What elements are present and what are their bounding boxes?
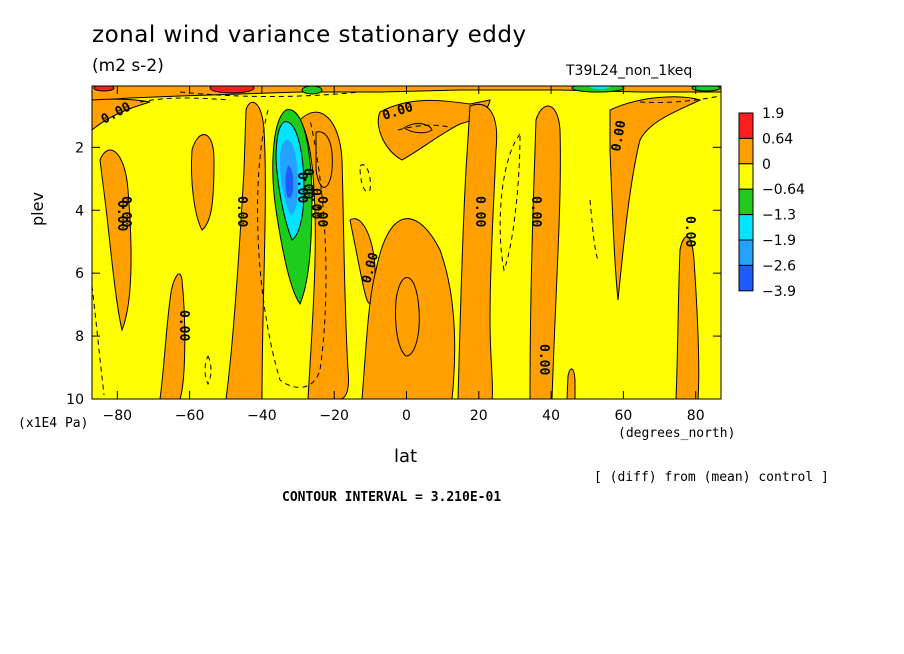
positive-region-lat-62 [159, 273, 186, 399]
x-tick-label: −80 [103, 408, 133, 424]
colorbar-swatch [738, 239, 754, 266]
colorbar-label: 0.64 [762, 131, 793, 147]
colorbar-swatch [738, 264, 754, 292]
y-tick-label: 2 [75, 140, 84, 156]
negative-core [272, 109, 313, 306]
contour-label-4: 0.00 [234, 196, 249, 227]
positive-region-sw-wedge [92, 98, 151, 131]
chart-title: zonal wind variance stationary eddy [92, 22, 527, 48]
run-label: T39L24_non_1keq [566, 63, 693, 79]
inner-positive-contours [395, 123, 433, 357]
contour-label-13: 0.00 [682, 216, 697, 247]
positive-region-lat-25 [299, 111, 349, 399]
contour-label-2: 0.00 [114, 200, 129, 231]
contour-label-9: 0.00 [472, 196, 487, 227]
negative-contours [92, 91, 721, 396]
inner-contour-lat-0 [395, 277, 420, 357]
contour-label-5: 0.00 [294, 172, 309, 203]
contour-label-3: 0.00 [176, 310, 191, 341]
colorbar: 1.9 0.64 0 −0.64 −1.3 −1.9 −2.6 −3.9 [738, 106, 805, 300]
colorbar-swatch [738, 214, 754, 241]
x-tick-label: 60 [614, 408, 632, 424]
colorbar-label: −1.3 [762, 208, 796, 224]
x-axis-units: (degrees_north) [618, 426, 736, 441]
positive-region-lat-38 [529, 105, 561, 399]
contour-label-15: 0.00 [300, 168, 315, 199]
dashed-contour-lat-65-lower [204, 355, 212, 386]
x-tick-label: −40 [247, 408, 277, 424]
contour-label-12: 0.00 [609, 119, 629, 153]
diff-note: [ (diff) from (mean) control ] [594, 470, 829, 485]
plot-area: 0.00 0.00 0.00 0.00 0.00 0.00 0.00 0.00 … [92, 86, 721, 399]
red-max-south-small [93, 86, 115, 92]
dashed-contour-lat-50 [359, 164, 371, 193]
surface-maxima [93, 86, 721, 95]
colorbar-label: 0 [762, 157, 771, 173]
colorbar-swatch [738, 188, 754, 216]
positive-region-lat-0 [361, 218, 456, 399]
colorbar-label: −0.64 [762, 182, 805, 198]
x-tick-label: 20 [470, 408, 488, 424]
positive-region-lat-45 [225, 101, 266, 399]
positive-region-lat-80 [99, 149, 132, 332]
green-min-surface-1 [301, 86, 323, 95]
dashed-contour-west [92, 285, 105, 396]
contour-interval: CONTOUR INTERVAL = 3.210E-01 [282, 490, 502, 505]
colorbar-swatch [738, 137, 754, 165]
dashed-contour-south-upper [139, 97, 231, 103]
negative-core-deep [285, 166, 294, 198]
x-tick-label: 0 [402, 408, 411, 424]
dashed-contour-lat-60 [589, 199, 599, 261]
dashed-contour-lat-25 [499, 133, 521, 272]
contour-label-11: 0.00 [536, 344, 551, 375]
contour-label-14: 0.00 [314, 196, 329, 227]
cyan-min-surface [590, 86, 610, 89]
red-max-south [209, 86, 255, 94]
colorbar-label: 1.9 [762, 106, 784, 122]
positive-region-upper-mid [377, 99, 491, 161]
x-axis-ticks: −80 −60 −40 −20 0 20 40 60 80 [103, 86, 705, 424]
chart-units: (m2 s-2) [92, 56, 164, 76]
inner-contour-upper [403, 123, 433, 134]
colorbar-label: −3.9 [762, 284, 796, 300]
positive-regions [92, 86, 721, 399]
colorbar-swatch [738, 163, 754, 190]
x-tick-label: −20 [319, 408, 349, 424]
colorbar-label: −1.9 [762, 233, 796, 249]
positive-region-lat-65 [191, 134, 215, 231]
y-axis-ticks: 2 4 6 8 10 [66, 140, 721, 408]
positive-region-lat-25-upper [315, 131, 333, 188]
positive-region-lat-20 [457, 104, 498, 399]
y-tick-label: 4 [75, 203, 84, 219]
x-tick-label: 40 [542, 408, 560, 424]
contour-label-10: 0.00 [528, 196, 543, 227]
x-tick-label: 80 [687, 408, 705, 424]
positive-region-lat-45-spike [566, 368, 576, 399]
green-min-surface-3 [691, 86, 721, 92]
contour-label-6: 0.00 [308, 188, 323, 219]
contour-label-16: 0.00 [118, 196, 133, 227]
dashed-contour-upper-mid [397, 124, 453, 131]
y-tick-label: 10 [66, 392, 84, 408]
y-axis-units: (x1E4 Pa) [18, 416, 89, 431]
colorbar-swatch [738, 112, 754, 139]
x-axis-label: lat [394, 446, 418, 467]
colorbar-label: −2.6 [762, 258, 796, 274]
dashed-contour-upper-east [639, 95, 721, 104]
y-tick-label: 6 [75, 266, 84, 282]
x-tick-label: −60 [175, 408, 205, 424]
green-min-surface-2 [571, 86, 625, 93]
dashed-contour-surface [179, 91, 361, 97]
dashed-contour-core [257, 109, 327, 388]
y-tick-label: 8 [75, 329, 84, 345]
positive-region-lat-60 [609, 96, 702, 301]
positive-region-lat-80-right [675, 236, 700, 399]
